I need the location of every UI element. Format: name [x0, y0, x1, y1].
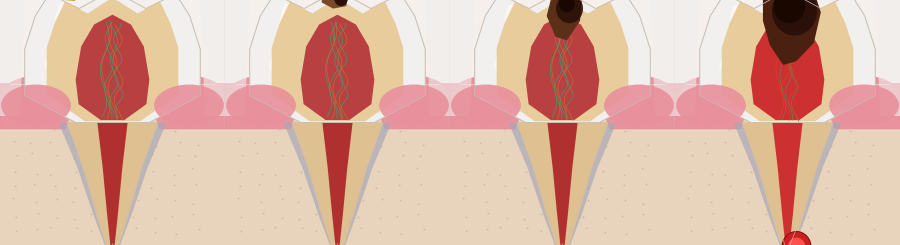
Polygon shape: [0, 0, 225, 245]
Polygon shape: [675, 0, 700, 116]
Polygon shape: [650, 0, 675, 116]
Circle shape: [782, 232, 811, 245]
Polygon shape: [292, 122, 383, 245]
Polygon shape: [47, 0, 178, 121]
Polygon shape: [450, 0, 475, 116]
Polygon shape: [321, 0, 348, 9]
Polygon shape: [772, 122, 803, 245]
Polygon shape: [225, 86, 298, 129]
Polygon shape: [763, 0, 821, 65]
Polygon shape: [602, 86, 675, 129]
Polygon shape: [675, 86, 748, 129]
Polygon shape: [675, 108, 900, 245]
Polygon shape: [0, 108, 225, 245]
Polygon shape: [0, 0, 25, 116]
Polygon shape: [152, 86, 225, 129]
Polygon shape: [734, 122, 842, 245]
Polygon shape: [25, 0, 200, 122]
Polygon shape: [61, 0, 79, 1]
Ellipse shape: [676, 85, 746, 126]
Ellipse shape: [154, 85, 224, 126]
Polygon shape: [225, 0, 450, 245]
Polygon shape: [675, 0, 900, 245]
Polygon shape: [722, 0, 853, 121]
Ellipse shape: [226, 85, 296, 126]
Polygon shape: [827, 86, 900, 129]
Ellipse shape: [829, 85, 899, 126]
Polygon shape: [751, 15, 824, 120]
Polygon shape: [377, 86, 450, 129]
Polygon shape: [450, 0, 675, 245]
Polygon shape: [301, 15, 374, 120]
Polygon shape: [284, 122, 392, 245]
Circle shape: [788, 238, 806, 245]
Circle shape: [334, 0, 347, 6]
Polygon shape: [450, 108, 675, 245]
Polygon shape: [272, 0, 403, 121]
Circle shape: [772, 0, 817, 36]
Polygon shape: [546, 0, 581, 40]
Circle shape: [556, 0, 583, 23]
Ellipse shape: [1, 85, 71, 126]
Polygon shape: [494, 0, 546, 113]
Polygon shape: [526, 15, 599, 120]
Polygon shape: [742, 122, 833, 245]
Ellipse shape: [379, 85, 449, 126]
Ellipse shape: [604, 85, 674, 126]
Polygon shape: [58, 122, 166, 245]
Polygon shape: [250, 0, 425, 122]
Polygon shape: [517, 122, 608, 245]
Polygon shape: [875, 0, 900, 116]
Polygon shape: [225, 0, 250, 116]
Polygon shape: [269, 0, 321, 113]
Circle shape: [773, 0, 805, 23]
Polygon shape: [322, 122, 353, 245]
Polygon shape: [76, 15, 149, 120]
Polygon shape: [719, 0, 771, 113]
Polygon shape: [508, 122, 616, 245]
Polygon shape: [67, 122, 158, 245]
Polygon shape: [425, 0, 450, 116]
Polygon shape: [225, 108, 450, 245]
Polygon shape: [547, 122, 578, 245]
Circle shape: [559, 0, 575, 12]
Polygon shape: [700, 0, 875, 122]
Ellipse shape: [451, 85, 521, 126]
Polygon shape: [450, 86, 523, 129]
Polygon shape: [97, 122, 128, 245]
Polygon shape: [200, 0, 225, 116]
Polygon shape: [475, 0, 650, 122]
Polygon shape: [0, 86, 73, 129]
Polygon shape: [44, 0, 96, 113]
Polygon shape: [497, 0, 628, 121]
